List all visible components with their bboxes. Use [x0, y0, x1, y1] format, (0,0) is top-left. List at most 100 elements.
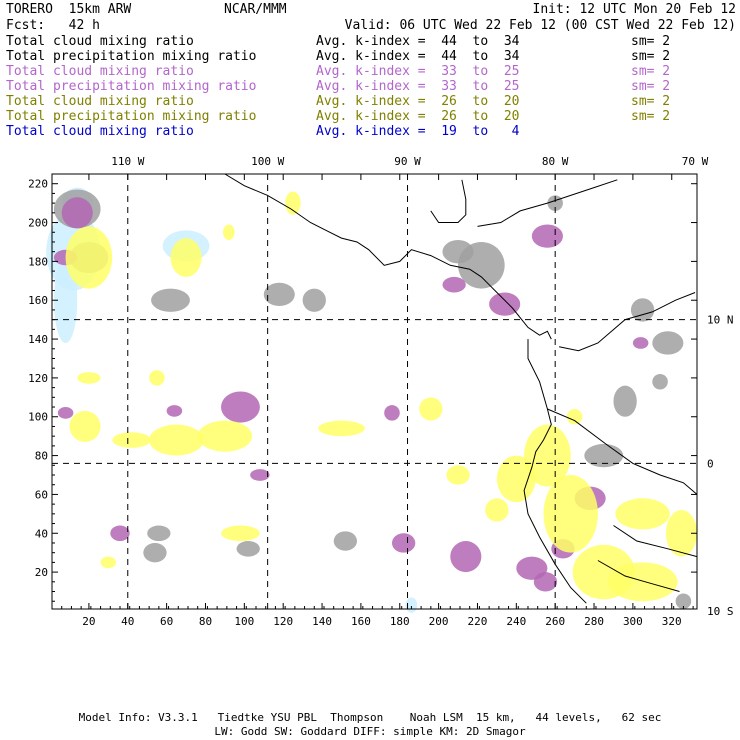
y-tick-label: 120 [28, 372, 48, 385]
legend-row: Total cloud mixing ratio Avg. k-index = 4… [6, 34, 736, 49]
gray-field [613, 385, 637, 417]
purple-field [61, 197, 93, 229]
legend-smoothing: sm= 2 [631, 49, 671, 64]
legend-row: Total cloud mixing ratio Avg. k-index = 1… [6, 124, 736, 139]
coastline [523, 339, 587, 604]
yellow-field [112, 432, 152, 448]
gray-field [652, 331, 684, 355]
cloud-fields [46, 187, 697, 613]
y-tick-label: 60 [35, 488, 48, 501]
legend-k-index: Avg. k-index = 44 to 34 [316, 34, 520, 49]
valid-time: Valid: 06 UTC Wed 22 Feb 12 (00 CST Wed … [344, 18, 736, 33]
purple-field [221, 391, 260, 423]
y-tick-label: 200 [28, 217, 48, 230]
purple-field [110, 525, 130, 542]
latitude-label: 10 N [707, 314, 734, 327]
model-info-line2: LW: Godd SW: Goddard DIFF: simple KM: 2D… [214, 725, 526, 738]
yellow-field [665, 509, 697, 557]
purple-field [632, 337, 649, 349]
lightblue-field [53, 257, 78, 343]
y-tick-label: 160 [28, 294, 48, 307]
x-tick-label: 20 [82, 615, 95, 628]
longitude-label: 70 W [682, 155, 709, 168]
gray-field [333, 531, 358, 551]
init-time: Init: 12 UTC Mon 20 Feb 12 [532, 2, 737, 17]
x-tick-label: 100 [234, 615, 254, 628]
latitude-label: 0 [707, 457, 714, 470]
yellow-field [197, 420, 253, 452]
coastline [597, 560, 680, 592]
latitude-label: 10 S [707, 605, 734, 618]
yellow-field [566, 408, 583, 425]
y-tick-label: 140 [28, 333, 48, 346]
legend-variable: Total cloud mixing ratio [6, 124, 194, 139]
graticule [52, 174, 697, 609]
org-name: NCAR/MMM [224, 2, 287, 17]
yellow-field [65, 226, 113, 289]
longitude-label: 90 W [394, 155, 421, 168]
x-tick-label: 260 [545, 615, 565, 628]
legend-variable: Total cloud mixing ratio [6, 34, 194, 49]
legend-smoothing: sm= 2 [631, 64, 671, 79]
legend-row: Total cloud mixing ratio Avg. k-index = 3… [6, 64, 736, 79]
yellow-field [149, 424, 204, 456]
y-tick-label: 100 [28, 411, 48, 424]
yellow-field [524, 424, 571, 487]
y-tick-label: 40 [35, 527, 48, 540]
gray-field [236, 541, 260, 557]
yellow-field [318, 420, 365, 437]
coastline [477, 179, 618, 227]
x-tick-label: 220 [468, 615, 488, 628]
legend-k-index: Avg. k-index = 26 to 20 [316, 109, 520, 124]
model-info-line1: Model Info: V3.3.1 Tiedtke YSU PBL Thomp… [78, 711, 662, 724]
yellow-field [149, 370, 165, 386]
x-tick-label: 140 [312, 615, 332, 628]
x-tick-label: 160 [351, 615, 371, 628]
legend-variable: Total precipitation mixing ratio [6, 79, 257, 94]
legend-smoothing: sm= 2 [631, 79, 671, 94]
x-tick-label: 80 [199, 615, 212, 628]
yellow-field [222, 224, 235, 241]
x-tick-label: 120 [273, 615, 293, 628]
legend-variable: Total precipitation mixing ratio [6, 109, 257, 124]
purple-field [391, 533, 416, 553]
yellow-field [100, 556, 117, 569]
longitude-label: 110 W [111, 155, 144, 168]
purple-field [489, 292, 521, 316]
yellow-field [485, 498, 509, 522]
x-tick-label: 240 [506, 615, 526, 628]
yellow-field [543, 475, 598, 553]
purple-field [533, 572, 558, 592]
legend-row: Total precipitation mixing ratio Avg. k-i… [6, 109, 736, 124]
legend-k-index: Avg. k-index = 33 to 25 [316, 79, 520, 94]
yellow-field [419, 397, 443, 421]
legend-variable: Total cloud mixing ratio [6, 64, 194, 79]
gray-field [675, 593, 692, 609]
yellow-field [446, 465, 470, 485]
gray-field [652, 374, 668, 390]
map-frame [51, 173, 698, 610]
yellow-field [607, 562, 678, 602]
purple-field [450, 541, 482, 573]
yellow-field [77, 372, 101, 384]
yellow-field [170, 238, 202, 277]
legend-variable: Total precipitation mixing ratio [6, 49, 257, 64]
longitude-label: 80 W [542, 155, 569, 168]
coastline [613, 525, 698, 558]
yellow-field [496, 455, 536, 503]
legend-smoothing: sm= 2 [631, 34, 671, 49]
purple-field [442, 276, 466, 293]
coastline [430, 179, 467, 223]
x-tick-label: 40 [121, 615, 134, 628]
legend-smoothing: sm= 2 [631, 109, 671, 124]
y-tick-label: 80 [35, 450, 48, 463]
legend-row: Total cloud mixing ratio Avg. k-index = 2… [6, 94, 736, 109]
longitude-label: 100 W [251, 155, 284, 168]
gray-field [143, 542, 167, 563]
model-title: TORERO 15km ARW [6, 2, 132, 17]
y-tick-label: 20 [35, 566, 48, 579]
x-tick-label: 180 [390, 615, 410, 628]
gray-field [630, 298, 655, 322]
coastline [224, 173, 552, 340]
